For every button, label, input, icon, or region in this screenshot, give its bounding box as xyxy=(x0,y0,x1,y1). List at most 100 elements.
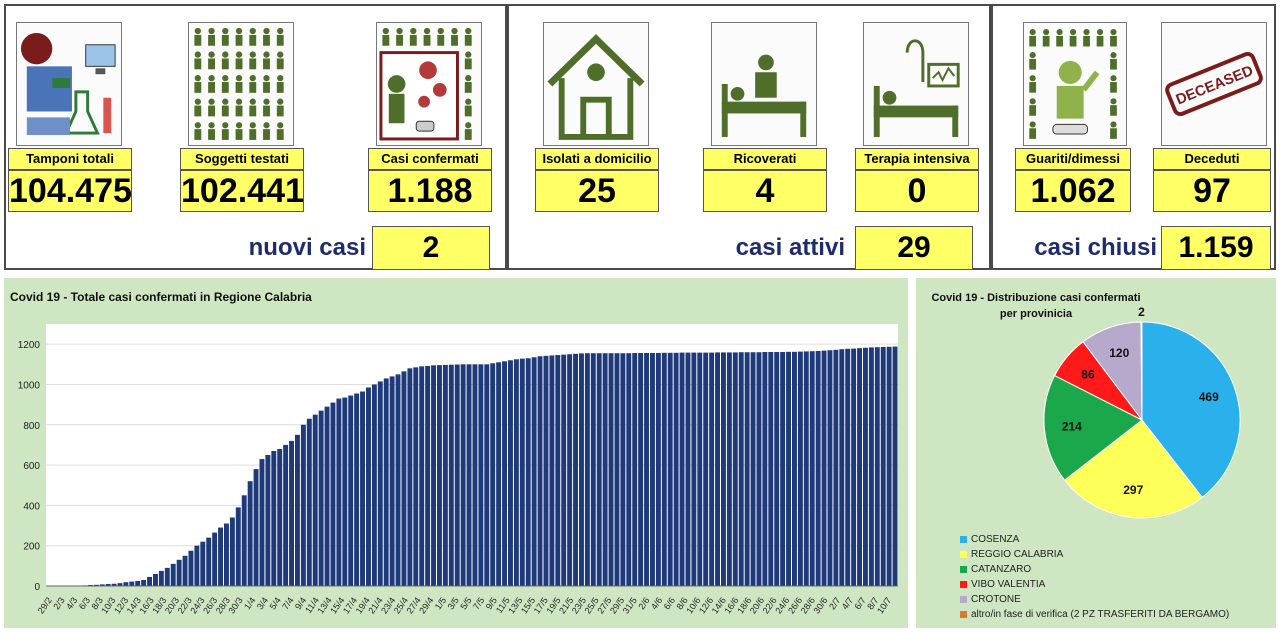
x-tick-label: 6/6 xyxy=(662,595,677,611)
stat-value: 25 xyxy=(535,170,659,212)
bar xyxy=(685,352,691,586)
pie-slice xyxy=(1140,321,1143,421)
pie-slice xyxy=(1063,419,1203,519)
bar xyxy=(673,352,679,586)
x-tick-label: 6/7 xyxy=(852,595,867,611)
x-tick-label: 4/6 xyxy=(649,595,664,611)
y-tick-label: 1200 xyxy=(18,340,41,351)
bar xyxy=(153,573,158,586)
pie-slice-label: 297 xyxy=(1123,483,1143,497)
stat-label: Deceduti xyxy=(1153,148,1271,170)
bar xyxy=(874,347,880,586)
bar xyxy=(845,348,851,586)
bar xyxy=(123,582,129,586)
infected-person-icon xyxy=(376,22,482,146)
bar xyxy=(809,351,815,586)
bar xyxy=(342,397,348,586)
bar xyxy=(602,353,608,586)
total-cases-chart-panel: Covid 19 - Totale casi confermati in Reg… xyxy=(4,278,908,628)
bar xyxy=(691,352,697,586)
bar xyxy=(614,353,620,586)
bar xyxy=(283,444,289,586)
bar xyxy=(579,353,584,586)
bar xyxy=(496,362,502,586)
bar xyxy=(472,364,478,586)
bar xyxy=(194,545,200,586)
bar xyxy=(519,358,525,586)
bar xyxy=(466,364,472,586)
casi-chiusi-value: 1.159 xyxy=(1161,226,1271,270)
bar xyxy=(87,584,93,586)
plot-area xyxy=(46,324,898,586)
dashboard-header: Tamponi totali 104.475 xyxy=(4,4,1276,270)
bar xyxy=(750,352,756,586)
bar xyxy=(792,351,797,586)
legend-swatch xyxy=(960,580,967,588)
bar xyxy=(395,374,401,586)
bar xyxy=(543,355,549,586)
bar xyxy=(135,580,141,586)
recovered-person-icon xyxy=(1023,22,1127,146)
bar xyxy=(596,353,602,586)
legend-label: CATANZARO xyxy=(971,564,1032,575)
bar xyxy=(324,406,330,586)
bar xyxy=(259,459,265,586)
legend-swatch xyxy=(960,610,967,618)
bar xyxy=(632,353,638,586)
bar xyxy=(212,532,218,586)
bar xyxy=(827,350,833,586)
x-tick-label: 2/3 xyxy=(51,595,66,611)
bar xyxy=(537,356,543,586)
bar xyxy=(354,393,360,586)
x-tick-label: 5/5 xyxy=(458,595,473,611)
legend-item: REGGIO CALABRIA xyxy=(960,547,1229,562)
legend-item: CATANZARO xyxy=(960,562,1229,577)
bar xyxy=(863,347,868,586)
stat-value: 0 xyxy=(855,170,979,212)
legend-swatch xyxy=(960,550,967,558)
bar xyxy=(484,364,490,586)
bar xyxy=(478,364,484,586)
y-tick-label: 800 xyxy=(23,421,40,432)
bar xyxy=(833,349,839,586)
pie-slice-label: 469 xyxy=(1199,390,1219,404)
bar xyxy=(200,541,206,586)
bar xyxy=(229,517,235,586)
bar xyxy=(253,469,259,586)
bar xyxy=(442,364,448,586)
bar xyxy=(744,352,750,586)
stat-label: Isolati a domicilio xyxy=(535,148,659,170)
stat-label: Terapia intensiva xyxy=(855,148,979,170)
bar xyxy=(703,352,709,586)
pie-slice-label: 120 xyxy=(1109,346,1129,360)
bar xyxy=(762,352,768,586)
bar xyxy=(176,559,182,586)
stat-value: 97 xyxy=(1153,170,1271,212)
bar xyxy=(389,376,395,586)
legend-item: CROTONE xyxy=(960,592,1229,607)
bar xyxy=(306,418,312,586)
stat-value: 1.188 xyxy=(368,170,492,212)
legend-item: VIBO VALENTIA xyxy=(960,577,1229,592)
legend-item: altro/in fase di verifica (2 PZ TRASFERI… xyxy=(960,607,1229,622)
lab-equipment-icon xyxy=(16,22,122,146)
legend-swatch xyxy=(960,565,967,573)
x-tick-label: 2/6 xyxy=(636,595,651,611)
bar xyxy=(608,353,614,586)
bar xyxy=(531,357,537,586)
bar xyxy=(206,537,212,586)
bar xyxy=(573,353,578,586)
bar xyxy=(715,352,720,586)
legend-swatch xyxy=(960,535,967,543)
icu-bed-icon xyxy=(863,22,969,146)
bar xyxy=(188,550,194,586)
y-tick-label: 0 xyxy=(34,582,40,593)
hospital-bed-icon xyxy=(711,22,817,146)
x-tick-label: 1/4 xyxy=(242,595,257,611)
stat-value: 1.062 xyxy=(1015,170,1131,212)
bar xyxy=(561,354,567,586)
tests-section: Tamponi totali 104.475 xyxy=(4,4,507,270)
bar xyxy=(235,507,241,586)
bar xyxy=(295,434,300,586)
legend-label: VIBO VALENTIA xyxy=(971,579,1046,590)
